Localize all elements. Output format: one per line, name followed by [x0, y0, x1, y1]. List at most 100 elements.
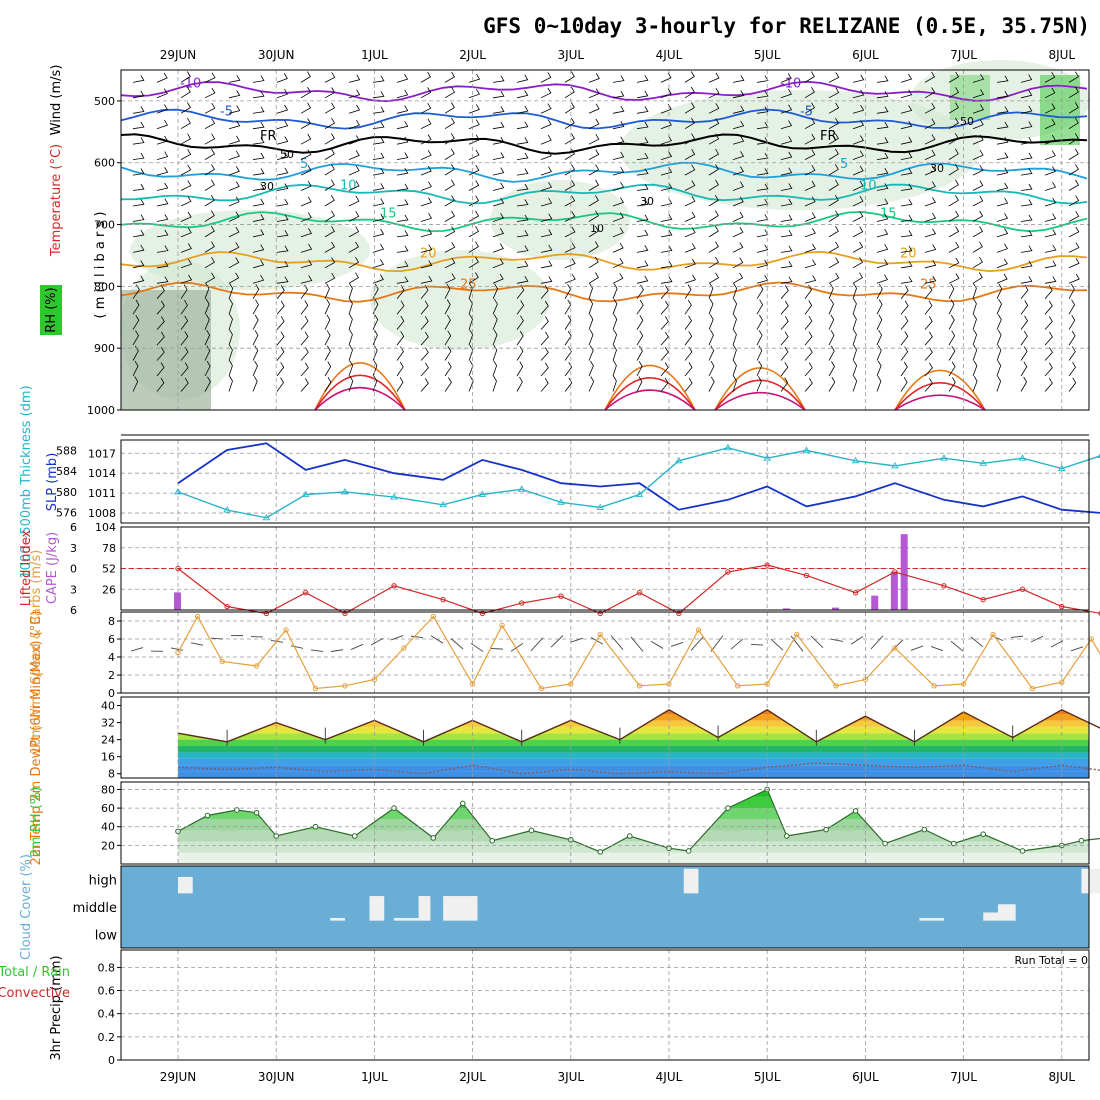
wind-barb [900, 377, 908, 392]
wind-barb [804, 212, 816, 222]
wind-barb [804, 102, 816, 114]
wind-barb [828, 272, 840, 284]
wind-barb [708, 179, 719, 191]
wind-barb [732, 90, 745, 99]
wind-barb [324, 226, 335, 238]
wind-barb [612, 227, 624, 238]
wind-barb [1044, 118, 1056, 130]
wind-barb [588, 164, 600, 176]
wind-barb [852, 360, 858, 377]
wind-barb [252, 274, 265, 284]
wind-barb [444, 179, 455, 191]
date-label-bottom: 7JUL [950, 1070, 977, 1084]
wind-barb [972, 329, 978, 346]
wind-barb [468, 164, 480, 176]
wind-barb [732, 329, 737, 346]
wind-barb [612, 344, 617, 361]
wind-barb [780, 285, 789, 299]
wind-speed-marker [371, 676, 378, 683]
wind-speed-marker [401, 645, 407, 651]
wind-barb [828, 257, 840, 269]
wind-barb [684, 86, 695, 99]
wind-barb [972, 195, 984, 207]
wind-barb [612, 375, 617, 392]
date-label-top: 3JUL [557, 48, 584, 62]
upper-air-tick-label: 600 [94, 157, 115, 170]
wind-barb [396, 230, 409, 238]
wind-barb [804, 315, 813, 330]
wind-barb [228, 105, 241, 114]
wind-barb-10m [490, 647, 504, 650]
wind-barb [684, 362, 693, 377]
wind-barb [276, 300, 285, 315]
wind-barb [876, 360, 882, 377]
wind-barb [828, 298, 834, 315]
wind-barb [948, 299, 955, 315]
wind-barb [324, 298, 331, 315]
wind-barb [228, 181, 240, 191]
wind-barb [444, 330, 452, 346]
date-label-bottom: 5JUL [754, 1070, 781, 1084]
wind-barb [564, 315, 572, 330]
wind-barb [372, 91, 385, 99]
wind-speed-line [177, 615, 1100, 690]
wind-barb [276, 88, 288, 99]
wind-barb [540, 347, 549, 361]
wind-barb [636, 361, 643, 377]
wind-barb [420, 275, 433, 284]
wind-barb [756, 214, 769, 222]
wind-barb [228, 90, 241, 99]
wind-barb [180, 331, 189, 346]
wind-barb [876, 198, 889, 207]
wind-barb [972, 180, 984, 191]
wind-barb [540, 197, 553, 207]
wind-barb [180, 196, 192, 207]
panels: 29JUN 29JUN 30JUN 30JUN 1JUL 1JUL 2JUL 2JUL 3JUL… [0, 48, 1100, 1084]
wind-barb [516, 137, 529, 145]
wind-barb [708, 360, 715, 377]
wind-barb [156, 260, 169, 269]
wind-barb [324, 102, 336, 114]
wind-tick-label: 8 [108, 615, 115, 628]
slp-tick-label: 1008 [88, 507, 116, 520]
wind-barb [684, 243, 696, 253]
wind-barb [228, 74, 241, 83]
wind-barb [636, 376, 643, 392]
wind-barb [1068, 299, 1076, 315]
wind-speed-marker [430, 613, 437, 620]
wind-barb [180, 117, 191, 130]
wind-barb [852, 165, 864, 176]
wind-barb [756, 376, 762, 392]
rh-shading [370, 250, 550, 350]
wind-barb [756, 121, 769, 130]
temperature-contour-warm [894, 381, 986, 411]
wind-barb [612, 105, 625, 114]
wind-barb [372, 137, 385, 145]
wind-barb [276, 276, 289, 284]
wind-barb [276, 73, 288, 83]
wind-barb [132, 360, 139, 377]
wind-barb [900, 245, 913, 253]
cape-frame [120, 526, 1090, 611]
wind-barb [1068, 211, 1080, 222]
slp-tick-label: 1014 [88, 467, 116, 480]
wind-barb [180, 362, 189, 377]
wind-barb [276, 331, 285, 346]
wind-barb [732, 298, 738, 315]
wind-barb [828, 210, 839, 222]
slp-tick-label: 1011 [88, 487, 116, 500]
wind-barb [996, 344, 1002, 361]
wind-barb [876, 167, 889, 176]
wind-barb [828, 164, 839, 176]
wind-barb [852, 195, 864, 207]
wind-barb [516, 74, 529, 83]
precip-ylabel: 3hr Precip (mm) [49, 955, 64, 1060]
wind-barb [420, 228, 433, 238]
wind-barb [180, 180, 192, 191]
wind-barb [468, 272, 479, 284]
wind-barb [780, 316, 789, 330]
thickness-marker [301, 490, 310, 497]
wind-barb [876, 274, 888, 284]
wind-barb [948, 133, 959, 145]
wind-barb [540, 300, 549, 315]
